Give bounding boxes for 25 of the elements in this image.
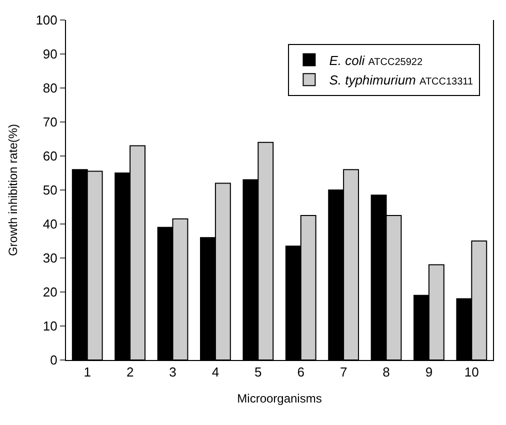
x-tick-label: 7 <box>340 364 348 380</box>
x-tick-label: 1 <box>84 364 91 380</box>
y-tick-label: 90 <box>42 46 58 62</box>
y-tick-label: 30 <box>42 250 58 266</box>
x-tick-label: 9 <box>425 364 433 380</box>
y-tick-label: 20 <box>42 284 58 300</box>
y-tick-label: 0 <box>50 352 58 368</box>
y-tick-label: 80 <box>42 80 58 96</box>
x-tick-label: 3 <box>169 364 176 380</box>
x-axis-title: Microorganisms <box>237 392 322 406</box>
y-tick-label: 60 <box>42 148 58 164</box>
legend-label: E. coli ATCC25922 <box>329 52 423 68</box>
x-tick-label: 4 <box>212 364 220 380</box>
y-tick-label: 70 <box>42 114 58 130</box>
y-tick-label: 50 <box>42 182 58 198</box>
y-tick-label: 100 <box>36 12 58 28</box>
x-tick-label: 10 <box>464 364 479 380</box>
y-axis-title: Growth inhibition rate(%) <box>6 124 20 256</box>
x-tick-label: 6 <box>297 364 304 380</box>
x-tick-label: 2 <box>126 364 134 380</box>
legend-label: S. typhimurium ATCC13311 <box>329 72 474 88</box>
x-tick-label: 5 <box>254 364 262 380</box>
x-tick-label: 8 <box>382 364 390 380</box>
y-tick-label: 10 <box>42 318 58 334</box>
y-tick-label: 40 <box>42 216 58 232</box>
